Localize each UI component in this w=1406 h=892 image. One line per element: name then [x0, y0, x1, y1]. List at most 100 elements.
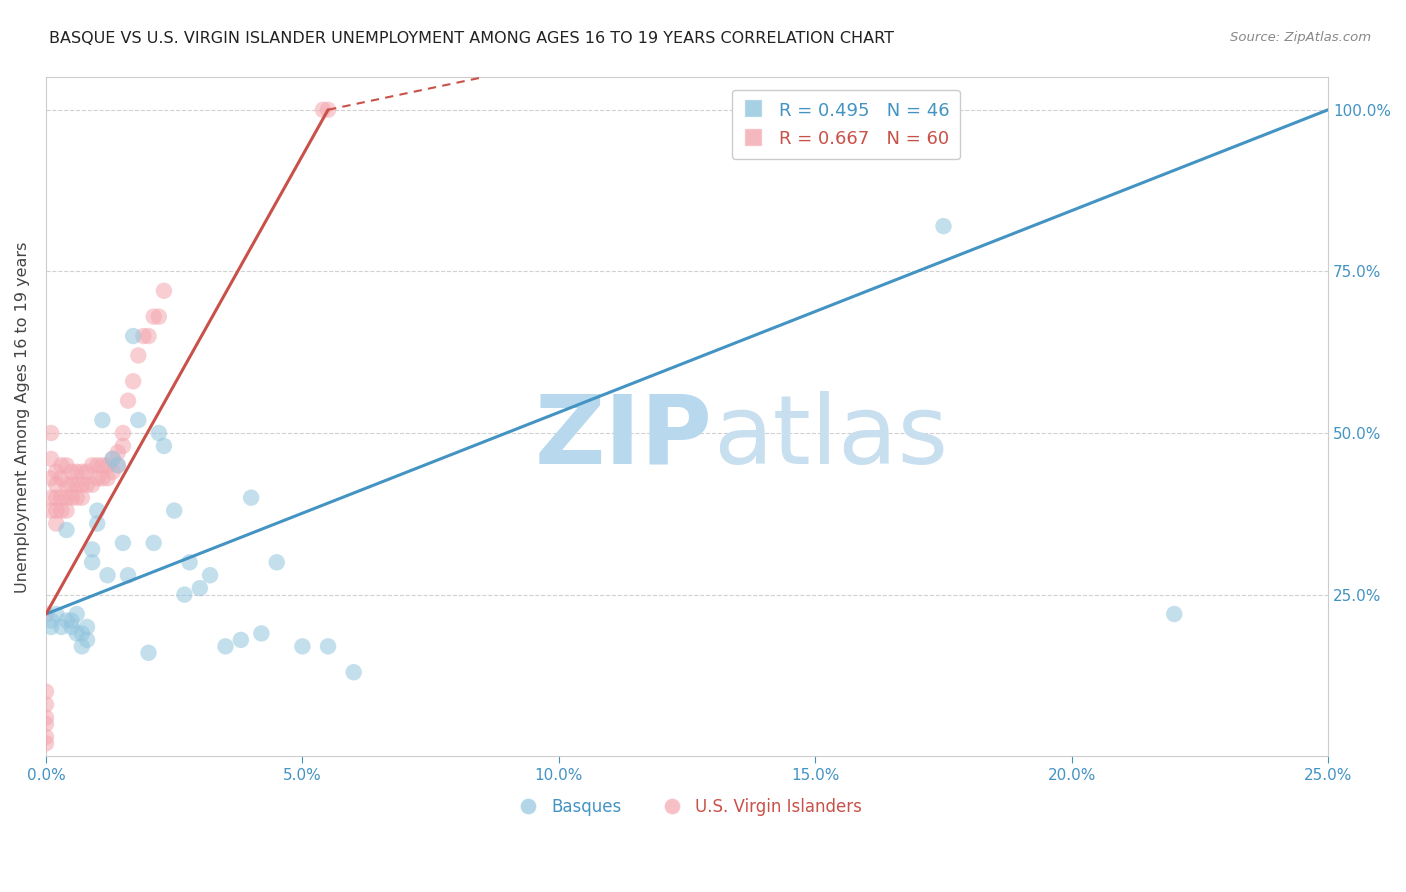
- Point: [55, 477, 77, 491]
- Point: [51, 471, 73, 485]
- Point: [96, 471, 118, 485]
- Point: [45, 477, 67, 491]
- Point: [60, 614, 83, 628]
- Point: [266, 555, 288, 569]
- Point: [70, 477, 93, 491]
- Point: [35, 607, 58, 621]
- Point: [39, 471, 62, 485]
- Point: [312, 103, 335, 117]
- Point: [148, 425, 170, 440]
- Point: [316, 640, 339, 654]
- Point: [932, 219, 955, 234]
- Point: [82, 477, 104, 491]
- Point: [91, 471, 114, 485]
- Text: BASQUE VS U.S. VIRGIN ISLANDER UNEMPLOYMENT AMONG AGES 16 TO 19 YEARS CORRELATIO: BASQUE VS U.S. VIRGIN ISLANDER UNEMPLOYM…: [49, 31, 894, 46]
- Point: [51, 458, 73, 473]
- Point: [117, 393, 139, 408]
- Point: [35, 717, 58, 731]
- Point: [86, 516, 108, 531]
- Point: [250, 626, 273, 640]
- Point: [101, 451, 124, 466]
- Point: [198, 568, 221, 582]
- Point: [86, 503, 108, 517]
- Text: atlas: atlas: [713, 391, 948, 483]
- Point: [111, 536, 134, 550]
- Point: [82, 542, 104, 557]
- Point: [55, 458, 77, 473]
- Point: [101, 451, 124, 466]
- Point: [91, 413, 114, 427]
- Point: [214, 640, 236, 654]
- Point: [39, 614, 62, 628]
- Point: [60, 620, 83, 634]
- Point: [291, 640, 314, 654]
- Point: [70, 465, 93, 479]
- Point: [55, 491, 77, 505]
- Point: [122, 329, 145, 343]
- Point: [39, 491, 62, 505]
- Point: [163, 503, 186, 517]
- Point: [70, 491, 93, 505]
- Point: [45, 607, 67, 621]
- Point: [107, 445, 129, 459]
- Point: [76, 465, 98, 479]
- Point: [86, 458, 108, 473]
- Point: [138, 329, 160, 343]
- Point: [39, 451, 62, 466]
- Y-axis label: Unemployment Among Ages 16 to 19 years: Unemployment Among Ages 16 to 19 years: [15, 241, 30, 592]
- Point: [66, 477, 89, 491]
- Point: [35, 684, 58, 698]
- Point: [101, 465, 124, 479]
- Point: [1163, 607, 1185, 621]
- Point: [76, 620, 98, 634]
- Point: [127, 413, 149, 427]
- Point: [55, 523, 77, 537]
- Point: [66, 626, 89, 640]
- Point: [45, 503, 67, 517]
- Point: [82, 555, 104, 569]
- Point: [66, 465, 89, 479]
- Point: [51, 503, 73, 517]
- Point: [70, 626, 93, 640]
- Point: [96, 458, 118, 473]
- Point: [66, 491, 89, 505]
- Point: [60, 491, 83, 505]
- Point: [76, 632, 98, 647]
- Point: [45, 491, 67, 505]
- Point: [86, 471, 108, 485]
- Point: [66, 607, 89, 621]
- Point: [82, 458, 104, 473]
- Point: [70, 640, 93, 654]
- Point: [173, 588, 195, 602]
- Legend: Basques, U.S. Virgin Islanders: Basques, U.S. Virgin Islanders: [505, 791, 869, 822]
- Point: [39, 425, 62, 440]
- Text: ZIP: ZIP: [534, 391, 713, 483]
- Point: [45, 516, 67, 531]
- Point: [240, 491, 263, 505]
- Point: [229, 632, 252, 647]
- Point: [107, 458, 129, 473]
- Point: [35, 710, 58, 724]
- Point: [96, 568, 118, 582]
- Point: [138, 646, 160, 660]
- Point: [51, 491, 73, 505]
- Point: [132, 329, 155, 343]
- Point: [142, 536, 165, 550]
- Point: [142, 310, 165, 324]
- Point: [51, 620, 73, 634]
- Point: [316, 103, 339, 117]
- Point: [60, 465, 83, 479]
- Point: [153, 439, 176, 453]
- Text: Source: ZipAtlas.com: Source: ZipAtlas.com: [1230, 31, 1371, 45]
- Point: [343, 665, 366, 680]
- Point: [39, 620, 62, 634]
- Point: [76, 477, 98, 491]
- Point: [107, 458, 129, 473]
- Point: [45, 465, 67, 479]
- Point: [35, 730, 58, 744]
- Point: [55, 614, 77, 628]
- Point: [91, 458, 114, 473]
- Point: [111, 425, 134, 440]
- Point: [830, 103, 852, 117]
- Point: [35, 698, 58, 712]
